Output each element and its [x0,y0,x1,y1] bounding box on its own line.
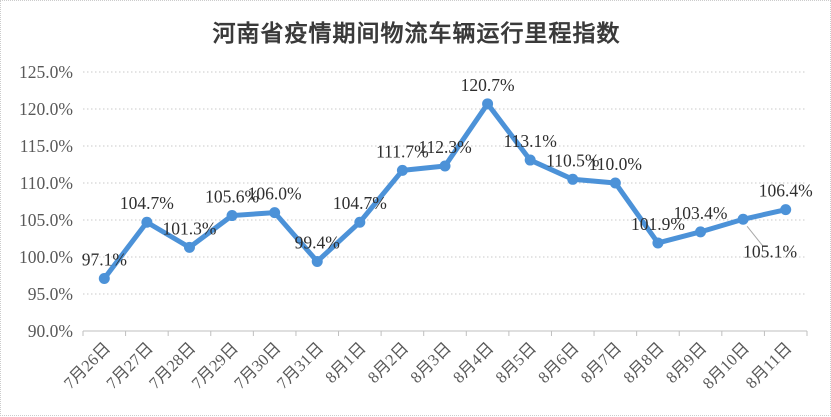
y-axis-tick-label: 115.0% [20,136,73,156]
data-label: 104.7% [333,193,387,213]
y-axis-tick-label: 110.0% [20,173,73,193]
data-point-marker [524,154,536,166]
data-label: 105.6% [205,187,259,207]
y-axis-tick-label: 105.0% [19,210,73,230]
x-axis-tick-label: 7月29日 [188,338,242,392]
y-axis-tick-label: 100.0% [19,247,73,267]
y-axis-tick-label: 90.0% [28,321,73,341]
x-axis-tick-label: 8月10日 [699,338,753,392]
x-axis-tick-label: 8月3日 [406,338,454,386]
x-axis-tick-label: 8月7日 [577,338,625,386]
data-label: 112.3% [418,137,471,157]
data-label: 105.1% [743,241,797,261]
y-axis-tick-label: 120.0% [19,99,73,119]
x-axis-tick-label: 7月26日 [60,338,114,392]
y-axis-tick-label: 125.0% [19,62,73,82]
data-point-marker [780,204,792,216]
data-label: 110.0% [589,154,642,174]
x-axis-tick-label: 8月1日 [321,338,369,386]
data-point-marker [482,98,494,110]
data-point-marker [354,216,366,228]
data-label: 110.5% [546,150,599,170]
data-label: 99.4% [295,232,340,252]
x-axis-tick-label: 7月30日 [230,338,284,392]
data-point-marker [695,226,707,238]
data-point-marker [226,210,238,222]
data-point-marker [567,173,579,185]
data-point-marker [269,207,281,219]
x-axis-tick-label: 8月8日 [619,338,667,386]
callout-leader-line [746,225,764,247]
data-point-marker [183,241,195,253]
data-point-marker [737,213,749,225]
data-label: 101.3% [162,218,216,238]
x-axis-tick-label: 8月4日 [449,338,497,386]
data-label: 104.7% [120,193,174,213]
data-point-marker [439,160,451,172]
data-point-marker [609,177,621,189]
data-label: 111.7% [376,141,429,161]
data-label: 103.4% [674,203,728,223]
data-point-marker [652,237,664,249]
data-label: 106.0% [248,184,302,204]
data-point-marker [396,164,408,176]
data-point-marker [141,216,153,228]
data-label: 101.9% [631,214,685,234]
y-axis-tick-label: 95.0% [28,284,73,304]
data-label: 113.1% [504,131,557,151]
x-axis-tick-label: 7月27日 [102,338,156,392]
x-axis-tick-label: 8月11日 [742,338,796,392]
data-label: 97.1% [82,249,127,269]
chart-title: 河南省疫情期间物流车辆运行里程指数 [212,21,621,46]
data-label: 120.7% [461,75,515,95]
data-point-marker [98,272,110,284]
x-axis-tick-label: 8月2日 [364,338,412,386]
x-axis-tick-label: 7月31日 [273,338,327,392]
data-label: 106.4% [759,181,813,201]
x-axis-tick-label: 8月6日 [534,338,582,386]
x-axis-tick-label: 8月5日 [492,338,540,386]
x-axis-tick-label: 7月28日 [145,338,199,392]
data-point-marker [311,255,323,267]
